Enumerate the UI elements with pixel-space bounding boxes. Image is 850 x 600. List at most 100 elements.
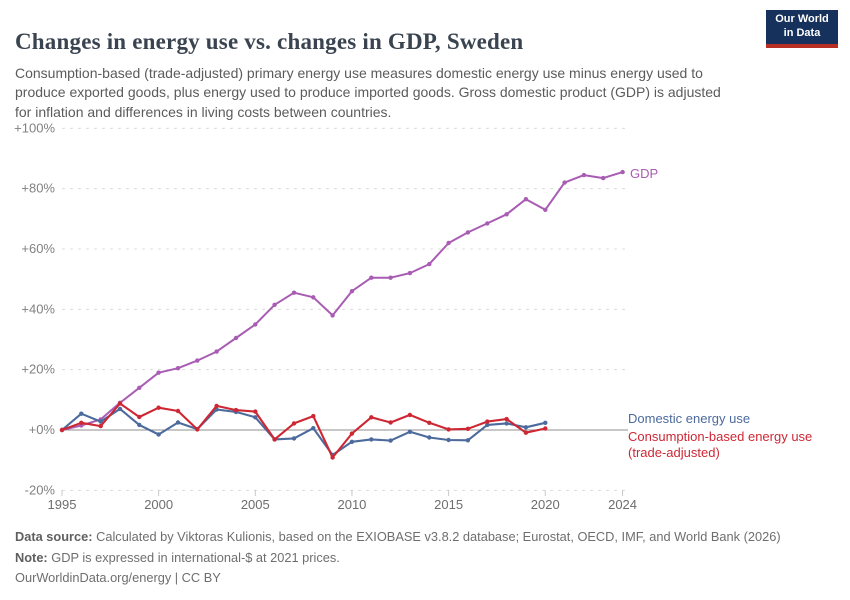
data-point[interactable] (562, 180, 567, 185)
data-point[interactable] (388, 275, 393, 280)
data-point[interactable] (156, 370, 161, 375)
data-point[interactable] (330, 455, 335, 460)
data-point[interactable] (79, 411, 84, 416)
y-tick-label: +60% (21, 241, 55, 256)
data-point[interactable] (349, 431, 355, 436)
data-point[interactable] (156, 405, 161, 410)
data-point[interactable] (369, 275, 374, 280)
data-point[interactable] (137, 414, 142, 420)
data-point[interactable] (485, 221, 490, 226)
data-point[interactable] (601, 175, 606, 181)
data-point[interactable] (485, 419, 490, 424)
data-point[interactable] (523, 197, 529, 202)
series-line-gdp[interactable] (61, 171, 624, 431)
data-point[interactable] (59, 427, 65, 433)
data-point[interactable] (79, 420, 84, 425)
series-label-gdp[interactable]: GDP (630, 166, 659, 181)
data-point[interactable] (349, 289, 355, 294)
x-tick-label: 1995 (48, 497, 77, 512)
series-line-domestic[interactable] (60, 407, 547, 457)
data-point[interactable] (427, 435, 432, 440)
data-point[interactable] (446, 437, 451, 443)
data-point[interactable] (388, 420, 393, 425)
page-title: Changes in energy use vs. changes in GDP… (15, 29, 524, 55)
x-tick-label: 2015 (434, 497, 463, 512)
data-point[interactable] (407, 412, 413, 418)
data-point[interactable] (349, 439, 355, 444)
data-point[interactable] (543, 426, 548, 431)
data-point[interactable] (465, 230, 471, 235)
data-point[interactable] (175, 408, 181, 414)
data-point[interactable] (311, 426, 316, 431)
data-point[interactable] (388, 438, 393, 443)
data-point[interactable] (427, 420, 432, 425)
data-point[interactable] (137, 422, 142, 428)
data-point[interactable] (446, 240, 451, 246)
y-tick-label: +0% (29, 422, 56, 437)
data-point[interactable] (272, 302, 277, 307)
data-point[interactable] (98, 419, 103, 424)
data-point[interactable] (272, 437, 277, 442)
y-tick-label: +80% (21, 181, 55, 196)
citation-link[interactable]: OurWorldinData.org/energy | CC BY (15, 570, 221, 586)
y-tick-label: -20% (25, 482, 56, 497)
data-point[interactable] (195, 358, 200, 363)
data-point[interactable] (117, 406, 123, 412)
data-point[interactable] (253, 415, 258, 420)
data-point[interactable] (233, 335, 239, 341)
x-tick-label: 2000 (144, 497, 173, 512)
data-point[interactable] (369, 437, 374, 442)
note-line: Note: GDP is expressed in international-… (15, 549, 340, 565)
series-label-domestic-energy[interactable]: Domestic energy use (628, 411, 751, 426)
x-tick-label: 2005 (241, 497, 270, 512)
data-point[interactable] (291, 421, 297, 426)
data-point[interactable] (311, 413, 316, 419)
data-point[interactable] (427, 261, 432, 267)
data-point[interactable] (311, 295, 316, 300)
series-label-consumption-energy[interactable]: Consumption-based energy use (trade-adju… (628, 429, 813, 460)
data-point[interactable] (369, 415, 374, 420)
data-point[interactable] (543, 420, 548, 425)
data-point[interactable] (485, 422, 490, 428)
chart-subtitle: Consumption-based (trade-adjusted) prima… (15, 65, 721, 120)
data-point[interactable] (175, 366, 181, 371)
data-point[interactable] (523, 430, 529, 435)
data-point[interactable] (504, 416, 509, 422)
data-point[interactable] (407, 429, 413, 434)
data-point[interactable] (214, 349, 219, 354)
data-point[interactable] (233, 407, 239, 413)
data-point[interactable] (195, 427, 200, 432)
data-point[interactable] (253, 322, 258, 327)
data-point[interactable] (156, 432, 161, 437)
data-point[interactable] (581, 172, 587, 178)
data-point[interactable] (504, 421, 509, 426)
data-point[interactable] (446, 427, 451, 432)
data-point[interactable] (137, 385, 142, 390)
chart-svg[interactable]: +100% +80% +60% +40% +20% +0% -20%1995 2000 2005… (0, 115, 850, 515)
data-point[interactable] (523, 425, 529, 430)
chart-footer: Data source: Calculated by Viktoras Kuli… (15, 528, 835, 590)
data-point[interactable] (504, 212, 509, 217)
data-point[interactable] (291, 436, 297, 441)
x-tick-label: 2024 (608, 497, 637, 512)
data-point[interactable] (330, 313, 335, 318)
data-point[interactable] (543, 207, 548, 212)
data-point[interactable] (98, 423, 103, 429)
data-point[interactable] (620, 169, 625, 175)
data-point[interactable] (175, 420, 181, 425)
x-tick-label: 2010 (337, 497, 366, 512)
data-point[interactable] (465, 438, 471, 443)
data-point[interactable] (253, 409, 258, 414)
owid-logo[interactable]: Our World in Data (766, 10, 838, 48)
chart-plot-area[interactable]: +100% +80% +60% +40% +20% +0% -20% 1995 2000 2005… (0, 115, 850, 515)
y-tick-label: +40% (21, 301, 55, 316)
x-tick-label: 2020 (531, 497, 560, 512)
data-point[interactable] (465, 426, 471, 431)
data-point[interactable] (291, 290, 297, 295)
y-tick-label: +100% (14, 120, 55, 135)
data-point[interactable] (407, 270, 413, 276)
data-source-line: Data source: Calculated by Viktoras Kuli… (15, 529, 781, 544)
data-point[interactable] (117, 401, 123, 406)
data-point[interactable] (214, 403, 219, 409)
series-line-consumption[interactable] (60, 402, 547, 459)
